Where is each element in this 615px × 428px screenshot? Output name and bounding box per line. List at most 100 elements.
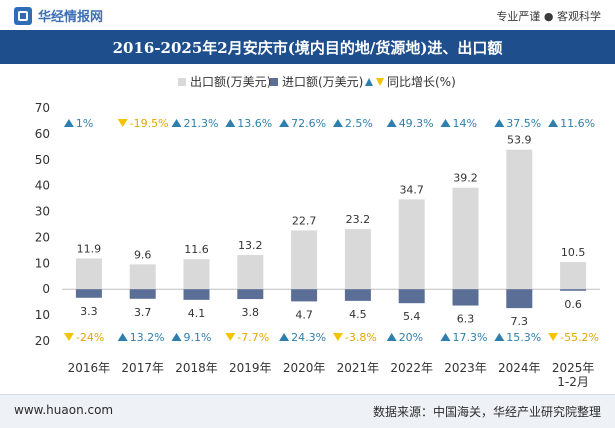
import-growth-text: 15.3%: [506, 331, 541, 344]
growth-down-icon: [225, 333, 236, 341]
export-growth-label: 49.3%: [386, 117, 434, 130]
export-growth-text: 13.6%: [237, 117, 272, 130]
import-bar: [344, 289, 371, 301]
growth-up-icon: [171, 333, 182, 341]
export-growth-label: -19.5%: [117, 117, 169, 130]
growth-up-icon: [494, 119, 505, 127]
title-bar: 2016-2025年2月安庆市(境内目的地/货源地)进、出口额: [0, 30, 615, 64]
export-growth-text: 21.3%: [184, 117, 219, 130]
export-growth-label: 37.5%: [494, 117, 541, 130]
x-tick-label: 2019年: [229, 361, 272, 375]
x-tick-label: 2016年: [68, 361, 111, 375]
import-growth-label: -3.8%: [332, 331, 377, 344]
export-growth-label: 13.6%: [225, 117, 272, 130]
import-bar: [398, 289, 425, 304]
export-growth-text: 1%: [76, 117, 93, 130]
export-growth-text: 2.5%: [345, 117, 373, 130]
import-value-label: 4.5: [349, 308, 367, 321]
export-value-label: 11.9: [77, 242, 102, 255]
y-tick-label: 30: [35, 205, 50, 219]
x-tick-label: 2018年: [175, 361, 218, 375]
export-bar: [560, 262, 587, 290]
growth-up-icon: [548, 119, 559, 127]
import-value-label: 6.3: [457, 313, 475, 326]
legend-growth-label: 同比增长(%): [387, 75, 456, 89]
import-growth-text: 13.2%: [130, 331, 165, 344]
legend-import-swatch: [270, 78, 278, 86]
y-tick-label: 70: [35, 101, 50, 115]
export-bar: [398, 199, 425, 290]
export-bar: [237, 255, 264, 290]
import-value-label: 7.3: [511, 315, 529, 328]
export-value-label: 34.7: [399, 183, 424, 196]
import-growth-label: 9.1%: [171, 331, 212, 344]
y-tick-label: 40: [35, 179, 50, 193]
growth-down-icon: [117, 119, 128, 127]
import-growth-text: -55.2%: [560, 331, 599, 344]
x-tick-label: 1-2月: [557, 375, 589, 389]
export-bar: [291, 230, 318, 290]
growth-up-icon: [386, 333, 397, 341]
export-growth-label: 11.6%: [548, 117, 595, 130]
legend-import-label: 进口额(万美元): [282, 75, 363, 89]
y-tick-label: 60: [35, 127, 50, 141]
export-value-label: 9.6: [134, 248, 152, 261]
brand-name: 华经情报网: [38, 10, 104, 25]
growth-down-icon: [63, 333, 74, 341]
export-bar: [183, 259, 210, 290]
import-value-label: 0.6: [564, 298, 582, 311]
export-value-label: 11.6: [184, 243, 209, 256]
import-growth-text: -24%: [76, 331, 104, 344]
import-value-label: 3.7: [134, 306, 152, 319]
import-bar: [237, 289, 264, 300]
brand-logo[interactable]: 华经情报网: [14, 6, 103, 25]
import-bar: [129, 289, 156, 299]
growth-up-icon: [386, 119, 397, 127]
export-growth-label: 1%: [63, 117, 93, 130]
import-growth-label: 17.3%: [440, 331, 488, 344]
growth-down-icon: [332, 333, 343, 341]
import-value-label: 3.3: [80, 305, 98, 318]
export-growth-text: 49.3%: [399, 117, 434, 130]
x-axis-labels: 2016年 2017年 2018年 2019年 2020年 2021年 2022年 2023年…: [68, 361, 595, 389]
top-bar: 华经情报网 专业严谨 ● 客观科学: [0, 0, 615, 30]
legend-export-swatch: [178, 78, 186, 86]
export-growth-text: -19.5%: [130, 117, 169, 130]
x-tick-label: 2017年: [121, 361, 164, 375]
growth-up-icon: [332, 119, 343, 127]
data-source: 数据来源：中国海关，华经产业研究院整理: [372, 405, 601, 419]
x-tick-label: 2024年: [498, 361, 541, 375]
import-bar: [560, 289, 587, 291]
export-bar: [506, 149, 533, 290]
growth-down-icon: [548, 333, 559, 341]
export-bar: [452, 187, 479, 290]
x-tick-label: 2020年: [283, 361, 326, 375]
x-tick-label: 2022年: [390, 361, 433, 375]
growth-up-icon: [63, 119, 74, 127]
export-growth-text: 72.6%: [291, 117, 326, 130]
x-tick-label: 2023年: [444, 361, 487, 375]
export-value-label: 10.5: [561, 246, 586, 259]
chart-title: 2016-2025年2月安庆市(境内目的地/货源地)进、出口额: [112, 38, 503, 57]
export-growth-label: 21.3%: [171, 117, 219, 130]
import-value-label: 5.4: [403, 310, 421, 323]
export-bar: [344, 229, 371, 290]
import-value-label: 4.1: [188, 307, 206, 320]
legend: 出口额(万美元) 进口额(万美元) 同比增长(%): [178, 75, 456, 89]
slogan: 专业严谨 ● 客观科学: [496, 10, 601, 23]
import-growth-label: 24.3%: [279, 331, 326, 344]
export-growth-label: 2.5%: [332, 117, 373, 130]
y-tick-label: 20: [35, 230, 50, 244]
site-link[interactable]: www.huaon.com: [14, 403, 114, 417]
export-growth-label: 14%: [440, 117, 477, 130]
import-growth-text: 24.3%: [291, 331, 326, 344]
import-growth-text: 9.1%: [184, 331, 212, 344]
import-growth-label: 20%: [386, 331, 423, 344]
export-bar: [75, 258, 102, 290]
import-growth-label: -7.7%: [225, 331, 269, 344]
data-labels: 11.9 3.3 9.6 3.7 11.6 4.1 13.2 3.8 22.7 4.7 23.2 4.…: [77, 134, 586, 328]
import-growth-text: 17.3%: [453, 331, 488, 344]
import-growth-label: 15.3%: [494, 331, 541, 344]
legend-export-label: 出口额(万美元): [190, 75, 271, 89]
y-tick-label: 10: [35, 256, 50, 270]
